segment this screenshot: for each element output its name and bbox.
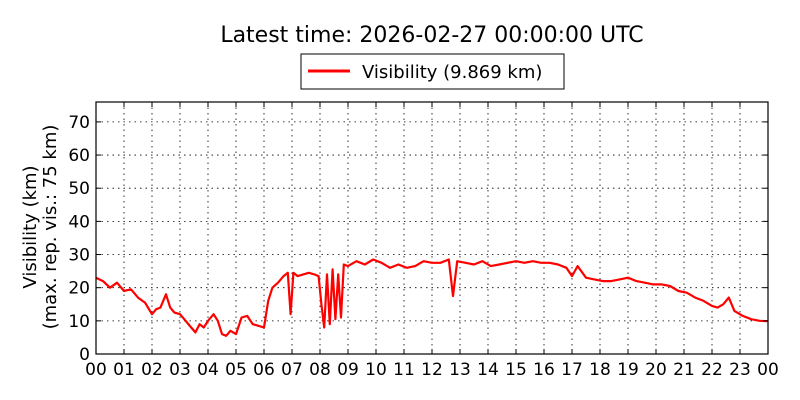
x-tick-label: 22 [701,360,723,380]
y-tick-label: 50 [68,179,90,199]
y-axis-label-secondary: (max. rep. vis.: 75 km) [40,125,61,330]
x-tick-label: 15 [505,360,527,380]
x-tick-label: 14 [477,360,499,380]
x-tick-label: 13 [449,360,471,380]
x-tick-label: 17 [561,360,583,380]
y-axis-label: Visibility (km) [20,165,41,288]
x-tick-label: 07 [281,360,303,380]
plot-frame [95,101,769,355]
x-tick-label: 04 [197,360,219,380]
legend: Visibility (9.869 km) [300,53,565,90]
x-tick-label: 05 [225,360,247,380]
series-layer [95,258,769,337]
x-tick-label: 20 [645,360,667,380]
x-tick-label: 03 [169,360,191,380]
x-tick-label: 11 [393,360,415,380]
legend-label: Visibility (9.869 km) [362,62,542,83]
x-tick-label: 06 [253,360,275,380]
y-tick-label: 10 [68,312,90,332]
y-tick-labels: 0 10 20 30 40 50 60 70 [68,113,90,365]
y-tick-label: 20 [68,279,90,299]
y-tick-label: 30 [68,246,90,266]
y-tick-label: 0 [79,345,90,365]
x-tick-labels: 00 01 02 03 04 05 06 07 08 09 10 11 12 13 14 15 16 17 18 19… [85,360,779,380]
grid [96,102,768,354]
x-tick-label: 02 [141,360,163,380]
chart-title: Latest time: 2026-02-27 00:00:00 UTC [220,23,643,48]
ticks [95,102,769,355]
x-tick-label: 12 [421,360,443,380]
x-tick-label: 01 [113,360,135,380]
x-tick-label: 00 [757,360,779,380]
x-tick-label: 21 [673,360,695,380]
x-tick-label: 10 [365,360,387,380]
x-tick-label: 18 [589,360,611,380]
y-tick-label: 70 [68,113,90,133]
x-tick-label: 08 [309,360,331,380]
x-tick-label: 09 [337,360,359,380]
visibility-series-line [95,258,769,337]
x-tick-label: 00 [85,360,107,380]
x-tick-label: 19 [617,360,639,380]
x-tick-label: 23 [729,360,751,380]
x-tick-label: 16 [533,360,555,380]
y-tick-label: 60 [68,146,90,166]
y-tick-label: 40 [68,212,90,232]
